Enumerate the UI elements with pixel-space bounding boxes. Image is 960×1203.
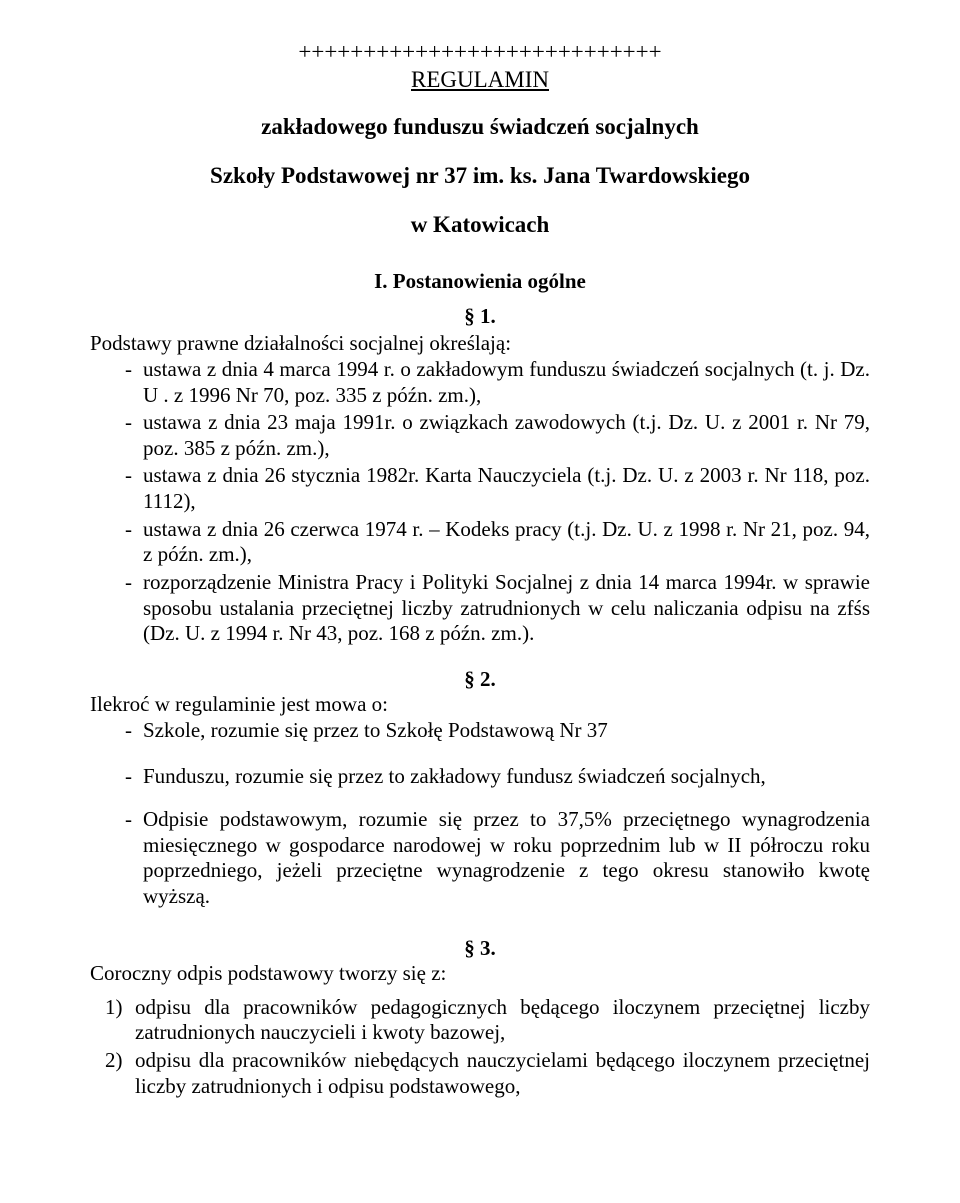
paragraph-1-number: § 1. [90,304,870,329]
main-title: REGULAMIN [90,66,870,94]
subtitle-line-2: Szkoły Podstawowej nr 37 im. ks. Jana Tw… [90,162,870,191]
list-item: Funduszu, rozumie się przez to zakładowy… [125,764,870,790]
paragraph-3-lead: Coroczny odpis podstawowy tworzy się z: [90,961,870,987]
header-plus-row: ++++++++++++++++++++++++++++ [90,38,870,66]
list-item: odpisu dla pracowników niebędących naucz… [105,1048,870,1099]
paragraph-2-head-line: § 2. [90,667,870,693]
paragraph-3-number: § 3. [464,936,496,962]
paragraph-1-lead: Podstawy prawne działalności socjalnej o… [90,331,870,357]
paragraph-2-list-b: Funduszu, rozumie się przez to zakładowy… [125,764,870,910]
subtitle-line-1: zakładowego funduszu świadczeń socjalnyc… [90,113,870,142]
list-item: ustawa z dnia 23 maja 1991r. o związkach… [125,410,870,461]
list-item: Odpisie podstawowym, rozumie się przez t… [125,807,870,909]
list-item: ustawa z dnia 26 czerwca 1974 r. – Kodek… [125,517,870,568]
paragraph-2-number: § 2. [464,667,496,693]
paragraph-3-head-line: § 3. [90,936,870,962]
list-item: odpisu dla pracowników pedagogicznych bę… [105,995,870,1046]
paragraph-2-lead: Ilekroć w regulaminie jest mowa o: [90,692,870,718]
list-item: ustawa z dnia 4 marca 1994 r. o zakładow… [125,357,870,408]
section-1-heading: I. Postanowienia ogólne [90,269,870,294]
paragraph-1-list: ustawa z dnia 4 marca 1994 r. o zakładow… [125,357,870,647]
paragraph-3-list: odpisu dla pracowników pedagogicznych bę… [105,995,870,1099]
document-page: ++++++++++++++++++++++++++++ REGULAMIN z… [0,0,960,1203]
list-item: rozporządzenie Ministra Pracy i Polityki… [125,570,870,647]
list-item: ustawa z dnia 26 stycznia 1982r. Karta N… [125,463,870,514]
subtitle-line-3: w Katowicach [90,211,870,240]
list-item: Szkole, rozumie się przez to Szkołę Pods… [125,718,870,744]
paragraph-2-list-a: Szkole, rozumie się przez to Szkołę Pods… [125,718,870,744]
